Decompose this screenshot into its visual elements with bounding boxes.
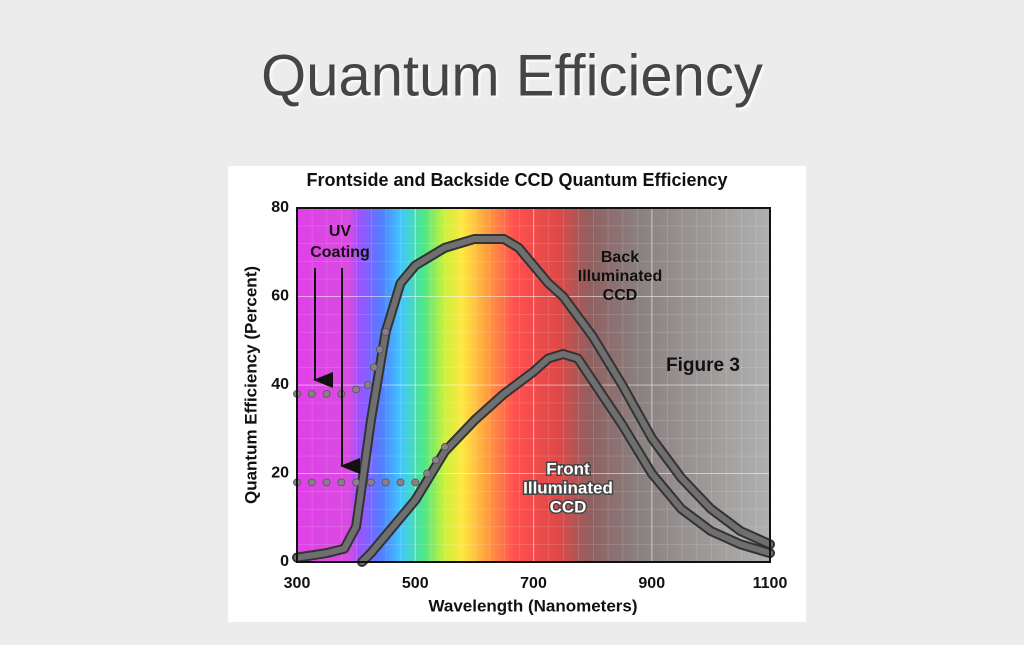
y-tick-label: 0	[280, 553, 289, 570]
dotted-point	[440, 443, 449, 451]
dotted-point	[375, 345, 384, 354]
plot-frame	[296, 207, 771, 563]
annotation: UV	[329, 223, 352, 240]
dotted-point	[411, 478, 420, 487]
annotation: Illuminated	[523, 478, 613, 497]
dotted-point	[307, 478, 316, 487]
dotted-point	[396, 478, 405, 487]
annotation: Front	[546, 459, 590, 478]
x-tick-label: 300	[284, 575, 311, 592]
annotation: Coating	[310, 244, 370, 261]
annotation: CCD	[550, 497, 587, 516]
dotted-point	[369, 363, 378, 372]
slide-title: Quantum Efficiency	[261, 43, 763, 108]
y-axis-label: Quantum Efficiency (Percent)	[241, 266, 260, 504]
dotted-point	[364, 381, 372, 389]
chart-title: Frontside and Backside CCD Quantum Effic…	[306, 170, 727, 190]
curve	[359, 351, 773, 565]
dotted-point	[322, 478, 331, 487]
annotation: CCD	[603, 287, 638, 304]
dotted-point	[307, 389, 316, 398]
dotted-point	[322, 389, 331, 398]
x-tick-label: 1100	[753, 575, 788, 592]
dotted-point	[352, 385, 361, 394]
dotted-point	[337, 478, 346, 487]
annotation: Illuminated	[578, 268, 662, 285]
annotation: Back	[601, 249, 639, 266]
curve	[294, 236, 773, 561]
annotation: Figure 3	[666, 355, 740, 376]
dotted-point	[423, 469, 431, 478]
dotted-point	[367, 478, 375, 487]
x-tick-label: 700	[520, 575, 547, 592]
y-tick-label: 40	[271, 376, 289, 393]
y-tick-label: 60	[271, 288, 289, 305]
x-tick-label: 900	[638, 575, 665, 592]
dotted-point	[352, 478, 361, 487]
x-tick-label: 500	[402, 575, 429, 592]
y-tick-label: 20	[271, 465, 289, 482]
y-tick-label: 80	[271, 199, 289, 216]
dotted-point	[381, 327, 390, 336]
dotted-point	[381, 478, 390, 487]
dotted-point	[432, 456, 440, 465]
x-axis-label: Wavelength (Nanometers)	[428, 596, 637, 615]
